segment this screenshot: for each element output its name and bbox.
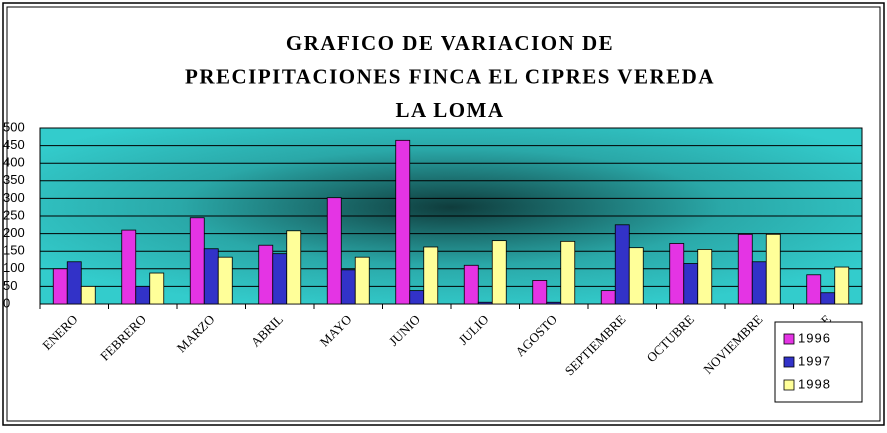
- x-tick-label: MAYO: [317, 312, 355, 350]
- x-tick-label: ABRIL: [248, 312, 286, 350]
- bar: [765, 233, 781, 305]
- y-tick-label: 200: [3, 225, 25, 240]
- bar: [532, 280, 548, 305]
- y-tick-label: 250: [3, 207, 25, 222]
- x-tick-label: OCTUBRE: [643, 312, 697, 366]
- bar: [423, 246, 439, 305]
- bar: [135, 285, 151, 305]
- bar: [560, 240, 576, 305]
- bar: [272, 253, 288, 305]
- legend-swatch: [783, 333, 795, 345]
- bar: [340, 269, 356, 305]
- x-tick-label: MARZO: [174, 312, 218, 356]
- y-tick-label: 400: [3, 155, 25, 170]
- y-tick-label: 500: [3, 119, 25, 134]
- bar: [834, 266, 850, 305]
- bar: [737, 233, 753, 305]
- x-tick-label: NOVIEMBRE: [700, 312, 765, 377]
- chart-title: LA LOMA: [395, 98, 504, 122]
- bar: [477, 301, 493, 305]
- bar: [395, 139, 411, 305]
- outer-border: [2, 2, 885, 426]
- bar: [600, 290, 616, 305]
- x-tick-label: ENERO: [39, 312, 80, 353]
- y-tick-label: 450: [3, 137, 25, 152]
- bar: [286, 230, 302, 305]
- chart-title: GRAFICO DE VARIACION DE: [286, 31, 614, 55]
- y-tick-label: 350: [3, 172, 25, 187]
- bar: [189, 217, 205, 305]
- chart-title: PRECIPITACIONES FINCA EL CIPRES VEREDA: [185, 64, 715, 88]
- legend-swatch: [783, 379, 795, 391]
- bar: [121, 229, 137, 305]
- legend-label: 1998: [798, 376, 831, 391]
- bar: [354, 256, 370, 305]
- x-tick-label: JULIO: [455, 312, 491, 348]
- bar: [806, 274, 822, 305]
- x-tick-label: JUNIO: [386, 312, 423, 349]
- x-tick-label: FEBRERO: [97, 312, 149, 364]
- bar: [149, 272, 165, 305]
- bar: [820, 292, 836, 305]
- bar: [669, 243, 685, 305]
- inner-border: [6, 6, 881, 422]
- bar: [258, 244, 274, 305]
- bar: [546, 301, 562, 305]
- bar: [491, 240, 507, 305]
- legend-label: 1996: [798, 330, 831, 345]
- bar: [463, 264, 479, 305]
- x-tick-label: AGOSTO: [512, 312, 560, 360]
- y-tick-label: 300: [3, 190, 25, 205]
- y-tick-label: 50: [3, 278, 17, 293]
- bar: [52, 268, 68, 305]
- y-tick-label: 0: [3, 295, 10, 310]
- y-tick-label: 150: [3, 243, 25, 258]
- x-tick-label: SEPTIEMBRE: [562, 312, 629, 379]
- bar: [683, 263, 699, 305]
- bar: [66, 261, 82, 305]
- bar: [697, 249, 713, 305]
- bar: [628, 247, 644, 305]
- y-tick-label: 100: [3, 260, 25, 275]
- bar: [326, 197, 342, 305]
- bar: [217, 256, 233, 305]
- legend-label: 1997: [798, 353, 831, 368]
- bar: [203, 248, 219, 305]
- legend-swatch: [783, 356, 795, 368]
- bar: [751, 261, 767, 305]
- bar: [409, 290, 425, 305]
- bar: [80, 285, 96, 305]
- bar: [614, 224, 630, 305]
